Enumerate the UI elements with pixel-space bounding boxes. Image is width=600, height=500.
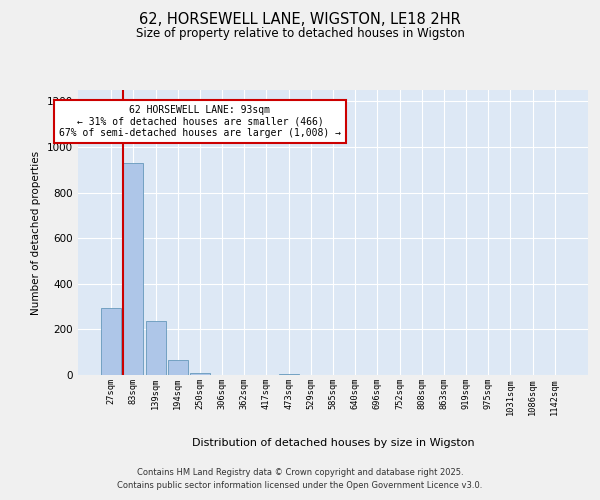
Bar [278,374,299,375]
Bar [146,322,166,375]
Text: Contains HM Land Registry data © Crown copyright and database right 2025.: Contains HM Land Registry data © Crown c… [137,468,463,477]
Text: Distribution of detached houses by size in Wigston: Distribution of detached houses by size … [191,438,475,448]
Text: 62 HORSEWELL LANE: 93sqm
← 31% of detached houses are smaller (466)
67% of semi-: 62 HORSEWELL LANE: 93sqm ← 31% of detach… [59,105,341,138]
Text: 62, HORSEWELL LANE, WIGSTON, LE18 2HR: 62, HORSEWELL LANE, WIGSTON, LE18 2HR [139,12,461,28]
Bar [101,308,121,375]
Bar [168,360,188,375]
Y-axis label: Number of detached properties: Number of detached properties [31,150,41,314]
Text: Contains public sector information licensed under the Open Government Licence v3: Contains public sector information licen… [118,482,482,490]
Text: Size of property relative to detached houses in Wigston: Size of property relative to detached ho… [136,28,464,40]
Bar [190,372,210,375]
Bar [124,163,143,375]
